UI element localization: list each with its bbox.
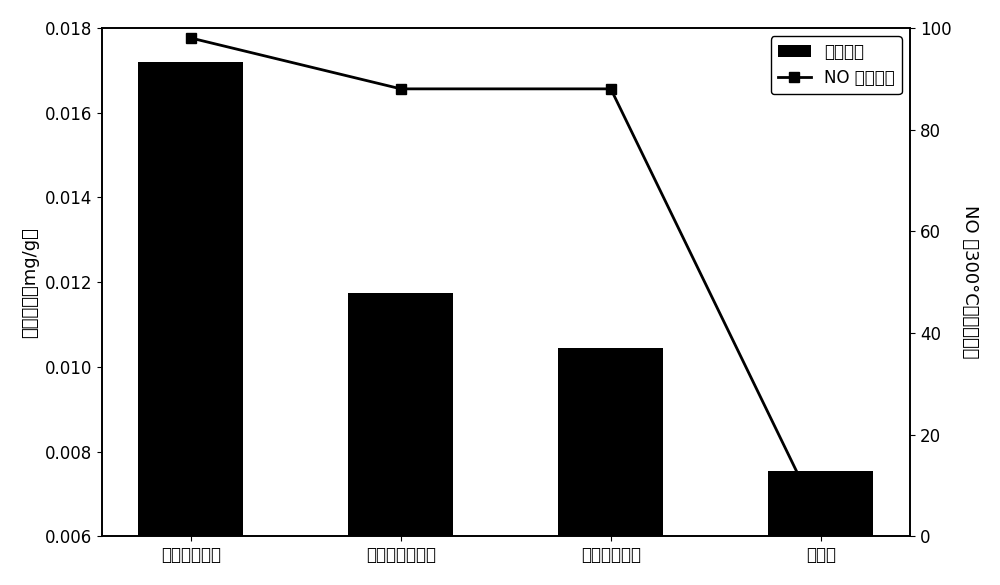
NO 转化效率 bbox=[185, 35, 197, 42]
Bar bbox=[348, 292, 453, 585]
NO 转化效率 bbox=[605, 85, 617, 92]
Line: NO 转化效率: NO 转化效率 bbox=[186, 33, 826, 526]
NO 转化效率 bbox=[395, 85, 407, 92]
NO 转化效率 bbox=[815, 518, 827, 525]
Y-axis label: NO 在300°C时转化效率: NO 在300°C时转化效率 bbox=[961, 205, 979, 359]
Bar bbox=[768, 471, 873, 585]
Bar bbox=[138, 62, 243, 585]
Y-axis label: 吸附容积（mg/g）: 吸附容积（mg/g） bbox=[21, 227, 39, 338]
Legend: 吸附容积, NO 转化效率: 吸附容积, NO 转化效率 bbox=[771, 36, 902, 94]
Bar bbox=[558, 348, 663, 585]
